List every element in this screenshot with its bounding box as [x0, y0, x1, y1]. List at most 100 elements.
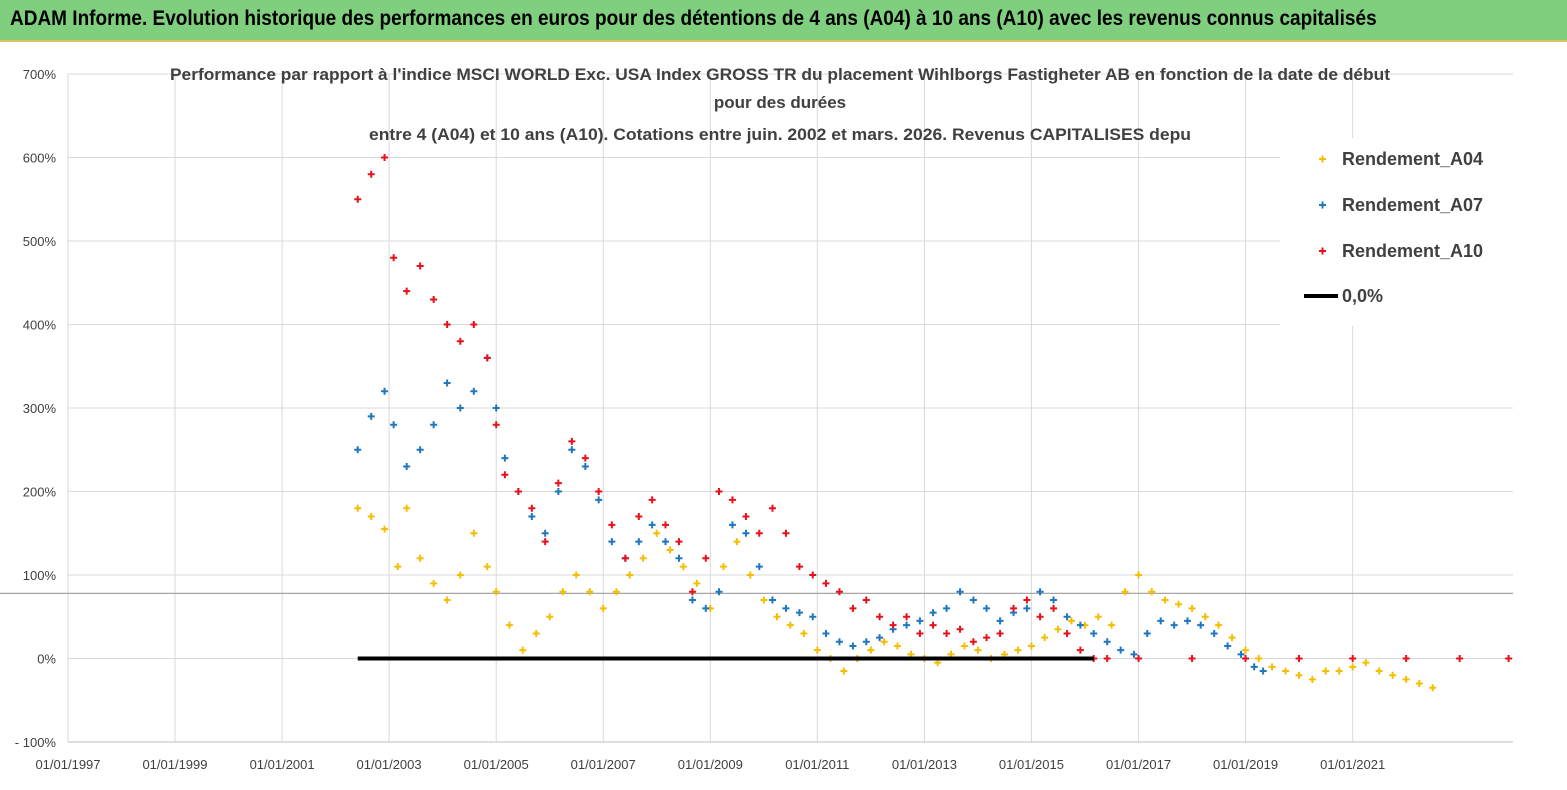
rendement-a07-point	[635, 538, 643, 546]
rendement-a10-point	[1295, 655, 1303, 662]
rendement-a10-point	[929, 621, 937, 629]
rendement-a04-point	[1295, 671, 1303, 679]
rendement-a10-point	[1023, 596, 1031, 604]
rendement-a10-point	[456, 337, 464, 345]
rendement-a07-point	[688, 596, 696, 604]
rendement-a07-point	[996, 617, 1004, 625]
rendement-a07-point	[1224, 642, 1232, 650]
rendement-a07-point	[403, 462, 411, 470]
rendement-a10-point	[822, 579, 830, 587]
rendement-a04-point	[1121, 588, 1129, 596]
rendement-a07-point	[1210, 629, 1218, 637]
rendement-a10-point	[795, 563, 803, 571]
report-banner: ADAM Informe. Evolution historique des p…	[0, 0, 1567, 42]
rendement-a04-point	[733, 538, 741, 546]
rendement-a04-point	[1041, 634, 1049, 642]
rendement-a04-point	[1175, 600, 1183, 608]
rendement-a04-point	[1242, 646, 1250, 654]
rendement-a04-point	[505, 621, 513, 629]
rendement-a04-point	[1389, 671, 1397, 679]
x-tick-label: 01/01/2003	[357, 757, 422, 772]
rendement-a10-point	[916, 629, 924, 637]
rendement-a07-point	[795, 609, 803, 617]
rendement-a10-point	[403, 287, 411, 295]
rendement-a04-point	[1402, 675, 1410, 683]
rendement-a04-point	[519, 646, 527, 654]
chart-points	[354, 154, 1513, 692]
rendement-a04-point	[1215, 621, 1223, 629]
rendement-a04-point	[800, 629, 808, 637]
rendement-a04-point	[1188, 604, 1196, 612]
rendement-a07-point	[835, 638, 843, 646]
rendement-a10-point	[1402, 655, 1410, 662]
rendement-a07-point	[430, 421, 438, 429]
rendement-a04-point	[559, 588, 567, 596]
rendement-a04-point	[1322, 667, 1330, 675]
rendement-a04-point	[1148, 588, 1156, 596]
rendement-a07-point	[456, 404, 464, 412]
rendement-a07-point	[1036, 588, 1044, 596]
rendement-a04-point	[354, 504, 362, 512]
rendement-a07-point	[956, 588, 964, 596]
rendement-a07-point	[1143, 629, 1151, 637]
rendement-a04-point	[1027, 642, 1035, 650]
rendement-a04-point	[653, 529, 661, 537]
rendement-a10-point	[996, 629, 1004, 637]
rendement-a04-point	[867, 646, 875, 654]
rendement-a07-point	[501, 454, 509, 462]
rendement-a04-point	[626, 571, 634, 579]
rendement-a04-point	[443, 596, 451, 604]
x-tick-label: 01/01/1999	[142, 757, 207, 772]
rendement-a04-point	[1094, 613, 1102, 621]
rendement-a10-point	[501, 471, 509, 479]
rendement-a10-point	[541, 538, 549, 546]
rendement-a04-point	[693, 579, 701, 587]
x-tick-label: 01/01/2015	[999, 757, 1064, 772]
rendement-a04-point	[1308, 675, 1316, 683]
rendement-a10-point	[568, 437, 576, 445]
x-tick-label: 01/01/2007	[571, 757, 636, 772]
rendement-a07-point	[541, 529, 549, 537]
rendement-a10-point	[782, 529, 790, 537]
rendement-a04-point	[773, 613, 781, 621]
x-tick-label: 01/01/2009	[678, 757, 743, 772]
legend-marker	[1319, 155, 1326, 163]
report-title: ADAM Informe. Evolution historique des p…	[10, 7, 1377, 30]
legend-label: Rendement_A10	[1342, 241, 1483, 261]
rendement-a10-point	[903, 613, 911, 621]
rendement-a07-point	[1197, 621, 1205, 629]
rendement-a10-point	[969, 638, 977, 646]
rendement-a07-point	[768, 596, 776, 604]
rendement-a10-point	[514, 488, 522, 495]
x-tick-label: 01/01/2013	[892, 757, 957, 772]
rendement-a10-point	[492, 421, 500, 429]
rendement-a07-point	[1076, 621, 1084, 629]
rendement-a07-point	[943, 604, 951, 612]
rendement-a10-point	[983, 634, 991, 642]
y-tick-label: 700%	[23, 67, 57, 82]
y-tick-label: 200%	[23, 485, 57, 500]
rendement-a04-point	[532, 629, 540, 637]
rendement-a10-point	[608, 521, 616, 529]
rendement-a10-point	[470, 321, 478, 328]
rendement-a07-point	[470, 387, 478, 395]
rendement-a10-point	[354, 195, 362, 203]
rendement-a10-point	[416, 262, 424, 270]
rendement-a10-point	[688, 588, 696, 596]
rendement-a07-point	[849, 642, 857, 650]
rendement-a10-point	[1349, 655, 1357, 662]
rendement-a04-point	[679, 563, 687, 571]
rendement-a10-point	[889, 621, 897, 629]
rendement-a07-point	[862, 638, 870, 646]
rendement-a04-point	[1429, 684, 1437, 692]
rendement-a10-point	[876, 613, 884, 621]
x-tick-label: 01/01/2017	[1106, 757, 1171, 772]
rendement-a10-point	[1063, 629, 1071, 637]
rendement-a04-point	[840, 667, 848, 675]
rendement-a04-point	[960, 642, 968, 650]
rendement-a10-point	[742, 513, 750, 521]
rendement-a10-point	[702, 554, 710, 562]
y-tick-label: 500%	[23, 234, 57, 249]
rendement-a07-point	[354, 446, 362, 454]
rendement-a07-point	[1117, 646, 1125, 654]
